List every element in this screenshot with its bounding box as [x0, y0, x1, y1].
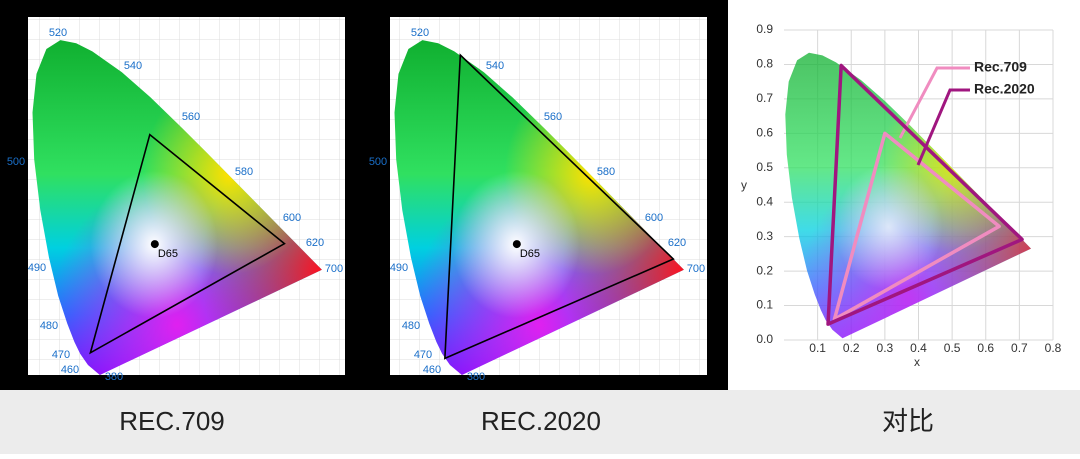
wavelength-label: 490 — [28, 262, 46, 274]
wavelength-label: 540 — [486, 60, 504, 72]
wavelength-label: 620 — [306, 237, 324, 249]
y-tick-label: 0.8 — [756, 57, 773, 71]
caption-strip — [0, 390, 1080, 454]
wavelength-label: 480 — [402, 320, 420, 332]
gamut-triangle — [444, 53, 675, 360]
x-tick-label: 0.1 — [809, 341, 826, 355]
y-tick-label: 0.9 — [756, 22, 773, 36]
y-tick-label: 0.6 — [756, 126, 773, 140]
y-tick-label: 0.0 — [756, 332, 773, 346]
white-point — [512, 240, 521, 249]
gamut-triangle — [89, 133, 286, 355]
y-tick-label: 0.3 — [756, 229, 773, 243]
x-tick-label: 0.7 — [1011, 341, 1028, 355]
white-point-label: D65 — [520, 248, 540, 260]
x-tick-label: 0.6 — [977, 341, 994, 355]
gamut-triangle — [832, 131, 1001, 322]
wavelength-label: 500 — [369, 156, 387, 168]
x-tick-label: 0.2 — [843, 341, 860, 355]
y-axis-label: y — [741, 178, 747, 192]
y-tick-label: 0.4 — [756, 194, 773, 208]
wavelength-label: 700 — [325, 263, 343, 275]
caption: REC.2020 — [481, 406, 601, 436]
caption: REC.709 — [119, 406, 225, 436]
spectral-locus — [785, 52, 1031, 339]
wavelength-label: 580 — [235, 166, 253, 178]
x-tick-label: 0.4 — [910, 341, 927, 355]
wavelength-label: 560 — [182, 111, 200, 123]
wavelength-label: 540 — [124, 60, 142, 72]
legend-leader — [898, 66, 970, 139]
wavelength-label: 470 — [52, 349, 70, 361]
x-axis-label: x — [914, 355, 920, 369]
x-tick-label: 0.8 — [1045, 341, 1062, 355]
wavelength-label: 600 — [645, 212, 663, 224]
y-tick-label: 0.2 — [756, 263, 773, 277]
legend-label: Rec.2020 — [974, 81, 1035, 97]
white-point — [150, 240, 159, 249]
y-tick-label: 0.1 — [756, 298, 773, 312]
gamut-triangle — [826, 63, 1024, 326]
legend-label: Rec.709 — [974, 59, 1027, 75]
wavelength-label: 520 — [49, 27, 67, 39]
wavelength-label: 520 — [411, 27, 429, 39]
spectral-locus — [32, 40, 322, 375]
spectral-locus — [394, 40, 684, 375]
wavelength-label: 620 — [668, 237, 686, 249]
y-tick-label: 0.5 — [756, 160, 773, 174]
wavelength-label: 500 — [7, 156, 25, 168]
wavelength-label: 460 — [423, 364, 441, 376]
wavelength-label: 580 — [597, 166, 615, 178]
wavelength-label: 600 — [283, 212, 301, 224]
wavelength-label: 560 — [544, 111, 562, 123]
wavelength-label: 700 — [687, 263, 705, 275]
wavelength-label: 490 — [390, 262, 408, 274]
y-tick-label: 0.7 — [756, 91, 773, 105]
wavelength-label: 460 — [61, 364, 79, 376]
wavelength-label: 480 — [40, 320, 58, 332]
x-tick-label: 0.5 — [944, 341, 961, 355]
wavelength-label: 380 — [105, 371, 123, 383]
wavelength-label: 470 — [414, 349, 432, 361]
caption: 对比 — [882, 406, 934, 436]
x-tick-label: 0.3 — [877, 341, 894, 355]
white-point-label: D65 — [158, 248, 178, 260]
wavelength-label: 380 — [467, 371, 485, 383]
legend-leader — [916, 88, 970, 166]
